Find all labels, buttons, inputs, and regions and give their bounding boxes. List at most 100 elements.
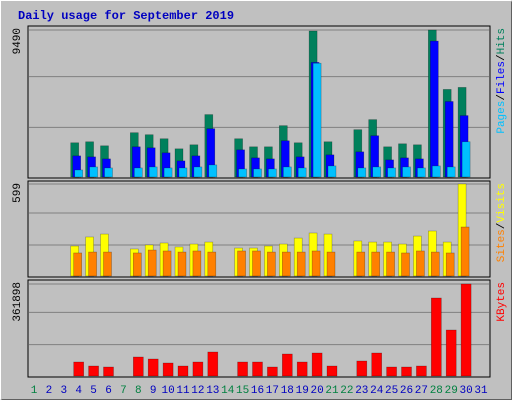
bar (267, 366, 278, 377)
x-tick-label: 7 (120, 385, 127, 397)
x-tick-label: 11 (176, 385, 190, 397)
x-tick-label: 23 (355, 385, 368, 397)
x-tick-label: 24 (370, 385, 384, 397)
bar (208, 164, 218, 178)
x-tick-label: 29 (445, 385, 458, 397)
x-tick-label: 4 (75, 385, 82, 397)
bar (103, 251, 112, 277)
x-tick-label: 31 (474, 385, 488, 397)
bar (387, 167, 396, 178)
bar (73, 252, 82, 277)
x-tick-label: 19 (296, 385, 309, 397)
bar (193, 166, 203, 178)
bar (267, 251, 276, 277)
bar (252, 361, 263, 377)
bar (162, 250, 172, 277)
bar (311, 250, 321, 277)
bar (371, 352, 383, 377)
bar (297, 167, 307, 178)
bar (281, 251, 291, 277)
bar (460, 283, 472, 377)
x-tick-label: 20 (310, 385, 323, 397)
bar (177, 251, 187, 277)
bar (207, 351, 219, 377)
bar (430, 251, 440, 277)
legend-separator: / (496, 94, 508, 101)
bar (357, 167, 367, 178)
y-tick-label: 599 (12, 183, 24, 203)
x-tick-label: 21 (325, 385, 339, 397)
bar (133, 356, 144, 377)
y-tick-label: 361898 (12, 282, 24, 322)
legend-entry: KBytes (496, 282, 508, 322)
bar (386, 366, 397, 377)
x-tick-label: 13 (206, 385, 219, 397)
x-tick-label: 26 (400, 385, 413, 397)
y-tick-label: 9490 (12, 28, 24, 54)
bar (446, 166, 456, 178)
bar (416, 250, 425, 277)
bar (89, 166, 98, 178)
x-tick-label: 8 (135, 385, 142, 397)
x-tick-label: 22 (340, 385, 353, 397)
x-tick-label: 16 (251, 385, 264, 397)
bar (88, 365, 99, 377)
bar (252, 250, 261, 277)
legend: Sites/Visits (496, 183, 508, 262)
bar (103, 366, 114, 377)
bar (238, 168, 247, 178)
legend-separator: / (496, 54, 508, 61)
legend-entry: Pages (496, 101, 508, 134)
bar (402, 166, 411, 178)
bar (147, 358, 159, 377)
x-tick-label: 28 (430, 385, 443, 397)
bar (133, 252, 142, 277)
x-tick-label: 15 (236, 385, 249, 397)
x-tick-label: 12 (191, 385, 204, 397)
bar (192, 250, 202, 277)
bar (356, 360, 368, 377)
bar (417, 167, 426, 178)
bar (416, 365, 427, 377)
bar (253, 168, 262, 178)
bar (371, 251, 381, 277)
bar (281, 353, 293, 377)
bar (356, 251, 366, 277)
bar (326, 365, 338, 377)
bar (327, 165, 337, 178)
x-tick-label: 17 (266, 385, 279, 397)
bar (444, 101, 454, 178)
x-tick-label: 9 (150, 385, 157, 397)
bar (429, 40, 439, 178)
bar (312, 62, 322, 178)
x-tick-label: 18 (281, 385, 294, 397)
bar (296, 251, 306, 277)
bar (401, 366, 412, 377)
x-tick-label: 25 (385, 385, 398, 397)
bar (431, 165, 441, 178)
bar (296, 361, 308, 377)
bar (445, 252, 455, 277)
bar (162, 362, 174, 377)
x-tick-label: 5 (90, 385, 97, 397)
legend-entry: Hits (496, 28, 508, 54)
x-tick-label: 27 (415, 385, 428, 397)
bar (311, 352, 323, 377)
legend-entry: Sites (496, 229, 508, 262)
x-tick-label: 30 (459, 385, 472, 397)
bar (445, 329, 457, 377)
bar (282, 166, 292, 178)
bar (237, 361, 248, 377)
x-tick-label: 3 (60, 385, 67, 397)
bar (73, 361, 84, 377)
bar (74, 169, 83, 178)
bar (460, 226, 470, 277)
panel (27, 279, 491, 378)
x-tick-label: 2 (46, 385, 53, 397)
legend: KBytes (496, 282, 508, 322)
bar (372, 166, 382, 178)
bar (178, 167, 188, 178)
bar (88, 251, 97, 277)
bar (237, 250, 246, 277)
